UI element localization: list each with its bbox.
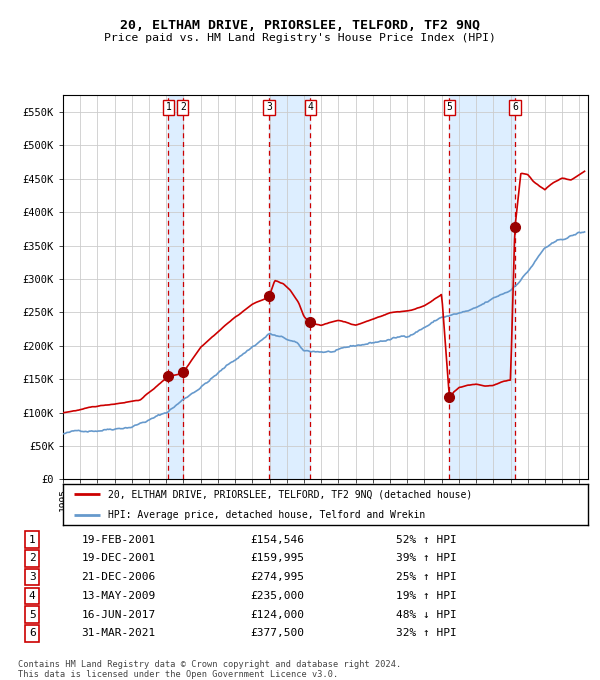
Text: 1: 1	[29, 534, 35, 545]
Text: 25% ↑ HPI: 25% ↑ HPI	[397, 572, 457, 582]
Bar	[169, 95, 183, 479]
Text: 19-FEB-2001: 19-FEB-2001	[82, 534, 155, 545]
Text: Price paid vs. HM Land Registry's House Price Index (HPI): Price paid vs. HM Land Registry's House …	[104, 33, 496, 43]
Text: 1: 1	[166, 102, 171, 112]
Text: £124,000: £124,000	[250, 609, 304, 619]
Text: 4: 4	[29, 591, 35, 601]
Text: 4: 4	[307, 102, 313, 112]
Text: 5: 5	[29, 609, 35, 619]
Text: 2: 2	[29, 554, 35, 564]
Text: 31-MAR-2021: 31-MAR-2021	[82, 628, 155, 639]
Text: 2: 2	[180, 102, 186, 112]
Text: 6: 6	[29, 628, 35, 639]
Text: 3: 3	[266, 102, 272, 112]
Text: £154,546: £154,546	[250, 534, 304, 545]
Text: 20, ELTHAM DRIVE, PRIORSLEE, TELFORD, TF2 9NQ: 20, ELTHAM DRIVE, PRIORSLEE, TELFORD, TF…	[120, 19, 480, 32]
Text: 19% ↑ HPI: 19% ↑ HPI	[397, 591, 457, 601]
Bar	[269, 95, 310, 479]
Text: £159,995: £159,995	[250, 554, 304, 564]
Text: 6: 6	[512, 102, 518, 112]
Text: £377,500: £377,500	[250, 628, 304, 639]
Text: 13-MAY-2009: 13-MAY-2009	[82, 591, 155, 601]
Text: 39% ↑ HPI: 39% ↑ HPI	[397, 554, 457, 564]
Text: Contains HM Land Registry data © Crown copyright and database right 2024.
This d: Contains HM Land Registry data © Crown c…	[18, 660, 401, 679]
Text: 52% ↑ HPI: 52% ↑ HPI	[397, 534, 457, 545]
Text: £274,995: £274,995	[250, 572, 304, 582]
Text: HPI: Average price, detached house, Telford and Wrekin: HPI: Average price, detached house, Telf…	[107, 510, 425, 520]
Text: 48% ↓ HPI: 48% ↓ HPI	[397, 609, 457, 619]
Text: £235,000: £235,000	[250, 591, 304, 601]
Text: 32% ↑ HPI: 32% ↑ HPI	[397, 628, 457, 639]
Text: 3: 3	[29, 572, 35, 582]
Bar	[449, 95, 515, 479]
Text: 21-DEC-2006: 21-DEC-2006	[82, 572, 155, 582]
Text: 19-DEC-2001: 19-DEC-2001	[82, 554, 155, 564]
Text: 20, ELTHAM DRIVE, PRIORSLEE, TELFORD, TF2 9NQ (detached house): 20, ELTHAM DRIVE, PRIORSLEE, TELFORD, TF…	[107, 490, 472, 499]
Text: 5: 5	[446, 102, 452, 112]
Text: 16-JUN-2017: 16-JUN-2017	[82, 609, 155, 619]
